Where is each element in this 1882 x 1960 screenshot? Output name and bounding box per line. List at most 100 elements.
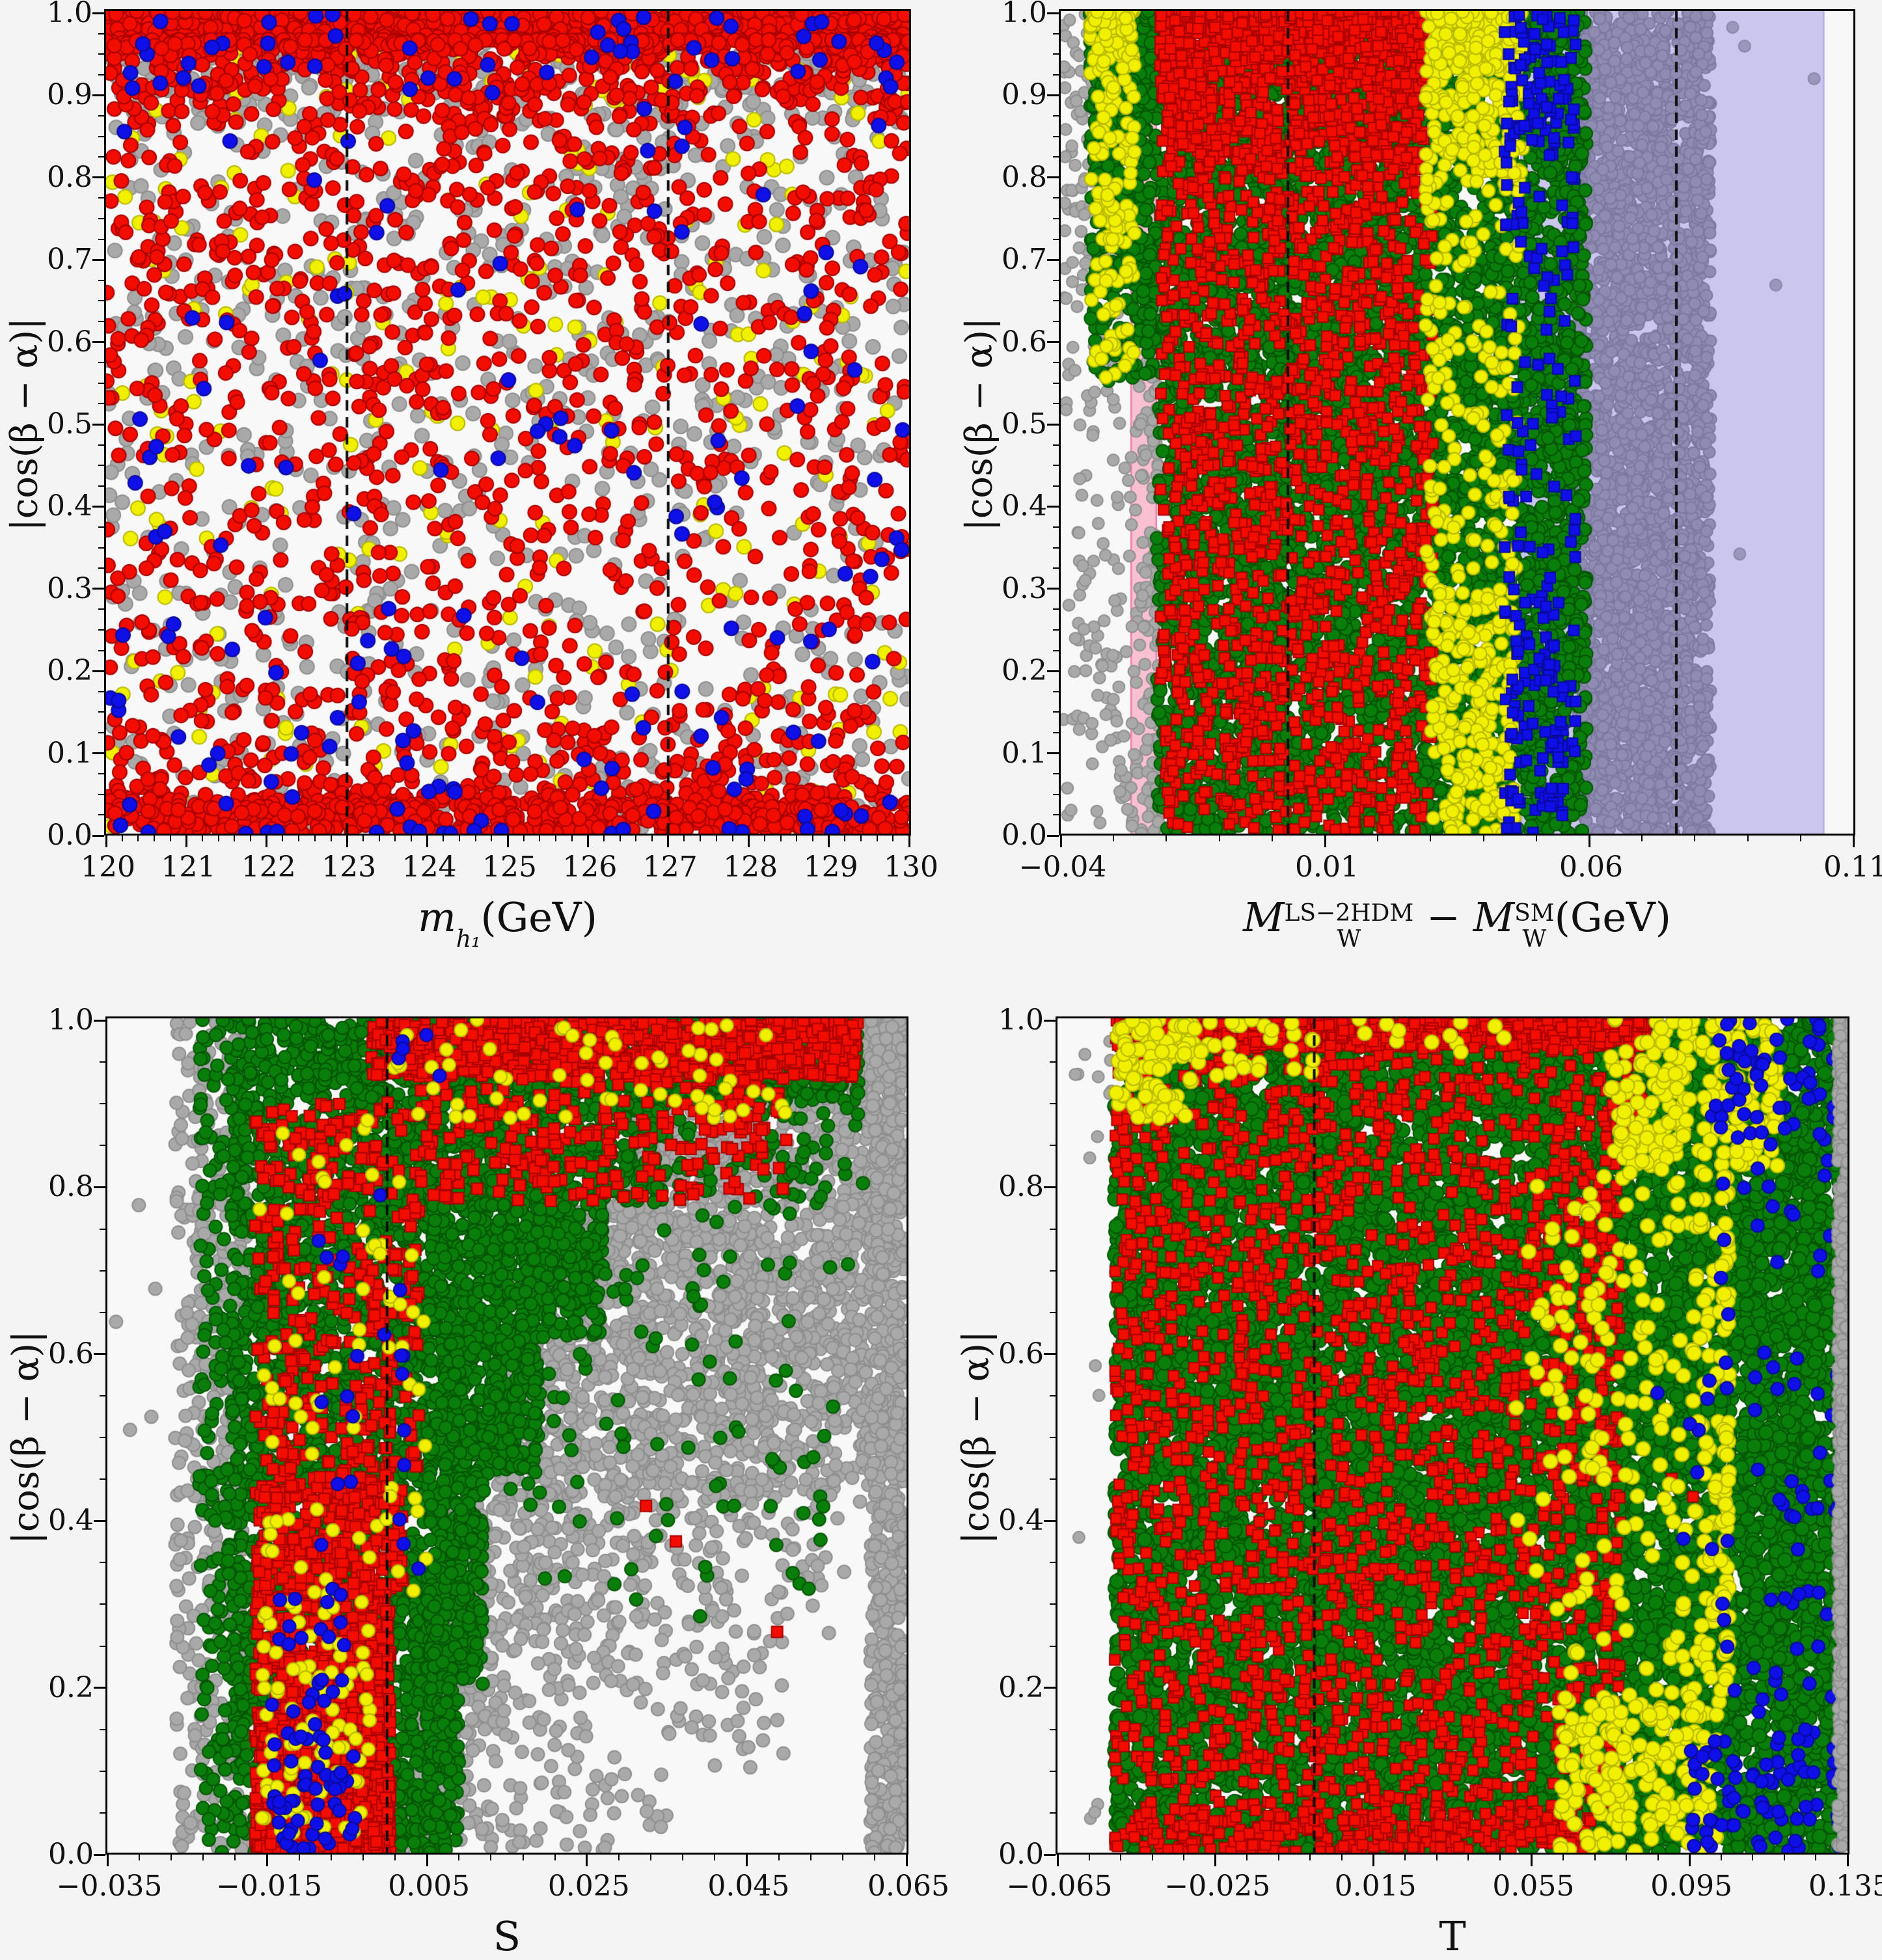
x-minor-tick	[1799, 836, 1801, 841]
y-tick-label: 0.4	[1002, 489, 1047, 523]
y-minor-tick	[100, 1061, 105, 1063]
y-minor-tick	[98, 608, 104, 610]
y-minor-tick	[1053, 608, 1059, 610]
x-minor-tick	[844, 836, 846, 841]
y-tick-label: 0.0	[1002, 819, 1047, 852]
y-major-tick	[1044, 1019, 1056, 1022]
y-minor-tick	[98, 793, 104, 795]
y-minor-tick	[98, 485, 104, 487]
y-major-tick	[94, 1353, 105, 1355]
y-minor-tick	[98, 732, 104, 733]
y-minor-tick	[100, 1145, 105, 1147]
y-major-tick	[1047, 423, 1059, 426]
x-minor-tick	[362, 1855, 364, 1860]
x-minor-tick	[715, 836, 717, 841]
x-major-tick	[266, 836, 268, 847]
x-minor-tick	[1183, 1855, 1185, 1860]
y-major-tick	[94, 1186, 105, 1188]
y-minor-tick	[1050, 1603, 1056, 1605]
y-minor-tick	[98, 156, 104, 158]
y-minor-tick	[98, 444, 104, 446]
y-tick-label: 0.9	[1002, 78, 1047, 112]
x-minor-tick	[1641, 836, 1643, 841]
y-minor-tick	[98, 711, 104, 713]
y-minor-tick	[1050, 1770, 1056, 1772]
y-major-tick	[92, 423, 104, 426]
x-tick-label: 0.025	[547, 1870, 630, 1903]
y-tick-label: 1.0	[48, 1003, 94, 1037]
y-minor-tick	[98, 279, 104, 281]
x-tick-label: 124	[402, 851, 457, 884]
plot-T: −0.065 −0.025 0.015 0.055 0.095 0.135 0.0 0.2 0.…	[955, 1006, 1882, 1959]
y-tick-label: 0.5	[47, 407, 92, 441]
x-minor-tick	[555, 836, 557, 841]
x-minor-tick	[1246, 1855, 1248, 1860]
x-major-tick	[1214, 1855, 1217, 1866]
x-minor-tick	[1088, 1855, 1090, 1860]
x-axis-label-scripts: SM W	[1514, 899, 1555, 953]
scatter-canvas-S	[107, 1018, 907, 1853]
y-minor-tick	[1053, 238, 1059, 240]
x-tick-label: −0.025	[1164, 1870, 1271, 1903]
y-major-tick	[92, 834, 104, 837]
x-minor-tick	[1277, 1855, 1279, 1860]
y-major-tick	[1044, 1353, 1056, 1355]
y-minor-tick	[1053, 732, 1059, 733]
x-minor-tick	[474, 836, 476, 841]
y-tick-label: 0.4	[48, 1504, 94, 1538]
x-tick-label: 0.015	[1334, 1870, 1417, 1903]
x-minor-tick	[282, 836, 284, 841]
y-major-tick	[1047, 176, 1059, 179]
x-axis-label-scripts: LS−2HDM W	[1284, 899, 1414, 953]
y-major-tick	[1044, 1687, 1056, 1689]
y-minor-tick	[100, 1270, 105, 1272]
y-tick-label: 0.0	[47, 819, 92, 852]
y-minor-tick	[1053, 649, 1059, 651]
x-major-tick	[745, 1855, 748, 1866]
y-major-tick	[1047, 834, 1059, 837]
y-minor-tick	[1053, 547, 1059, 549]
x-minor-tick	[170, 1855, 172, 1860]
x-minor-tick	[1626, 1855, 1628, 1860]
y-tick-label: 0.9	[47, 78, 92, 112]
y-minor-tick	[100, 1311, 105, 1313]
x-minor-tick	[841, 1855, 843, 1860]
y-major-tick	[94, 1019, 105, 1022]
x-minor-tick	[860, 836, 862, 841]
x-minor-tick	[1747, 836, 1749, 841]
y-tick-label: 0.2	[1002, 654, 1047, 688]
x-tick-label: 125	[482, 851, 537, 884]
y-minor-tick	[1053, 74, 1059, 75]
x-minor-tick	[137, 836, 139, 841]
y-major-tick	[1047, 670, 1059, 672]
x-minor-tick	[202, 1855, 204, 1860]
y-tick-label: 0.6	[48, 1337, 94, 1370]
y-major-tick	[1047, 94, 1059, 96]
x-tick-label: 0.01	[1295, 851, 1359, 884]
y-major-tick	[1047, 505, 1059, 508]
x-minor-tick	[811, 836, 813, 841]
x-minor-tick	[651, 836, 653, 841]
y-minor-tick	[98, 197, 104, 199]
y-minor-tick	[98, 465, 104, 467]
y-minor-tick	[100, 1603, 105, 1605]
x-minor-tick	[491, 836, 493, 841]
y-axis-label-mh1: |cos(β − α)|	[3, 318, 46, 531]
x-axis-label-text: (GeV)	[480, 893, 597, 941]
y-minor-tick	[1050, 1311, 1056, 1313]
x-tick-label: 0.095	[1650, 1870, 1733, 1903]
y-minor-tick	[98, 115, 104, 116]
y-minor-tick	[1053, 156, 1059, 158]
y-minor-tick	[98, 649, 104, 651]
y-tick-label: 0.2	[47, 654, 92, 688]
x-minor-tick	[876, 836, 878, 841]
x-minor-tick	[1720, 1855, 1722, 1860]
y-minor-tick	[98, 33, 104, 34]
x-minor-tick	[873, 1855, 875, 1860]
plot-mh1: 120 121 122 123 124 125 126 127 128 129 130 0.0 0.1 0…	[4, 0, 938, 952]
x-minor-tick	[410, 836, 412, 841]
x-tick-label: 127	[642, 851, 698, 884]
y-minor-tick	[98, 218, 104, 219]
x-major-tick	[905, 1855, 908, 1866]
x-axis-label-base: m	[418, 893, 456, 941]
